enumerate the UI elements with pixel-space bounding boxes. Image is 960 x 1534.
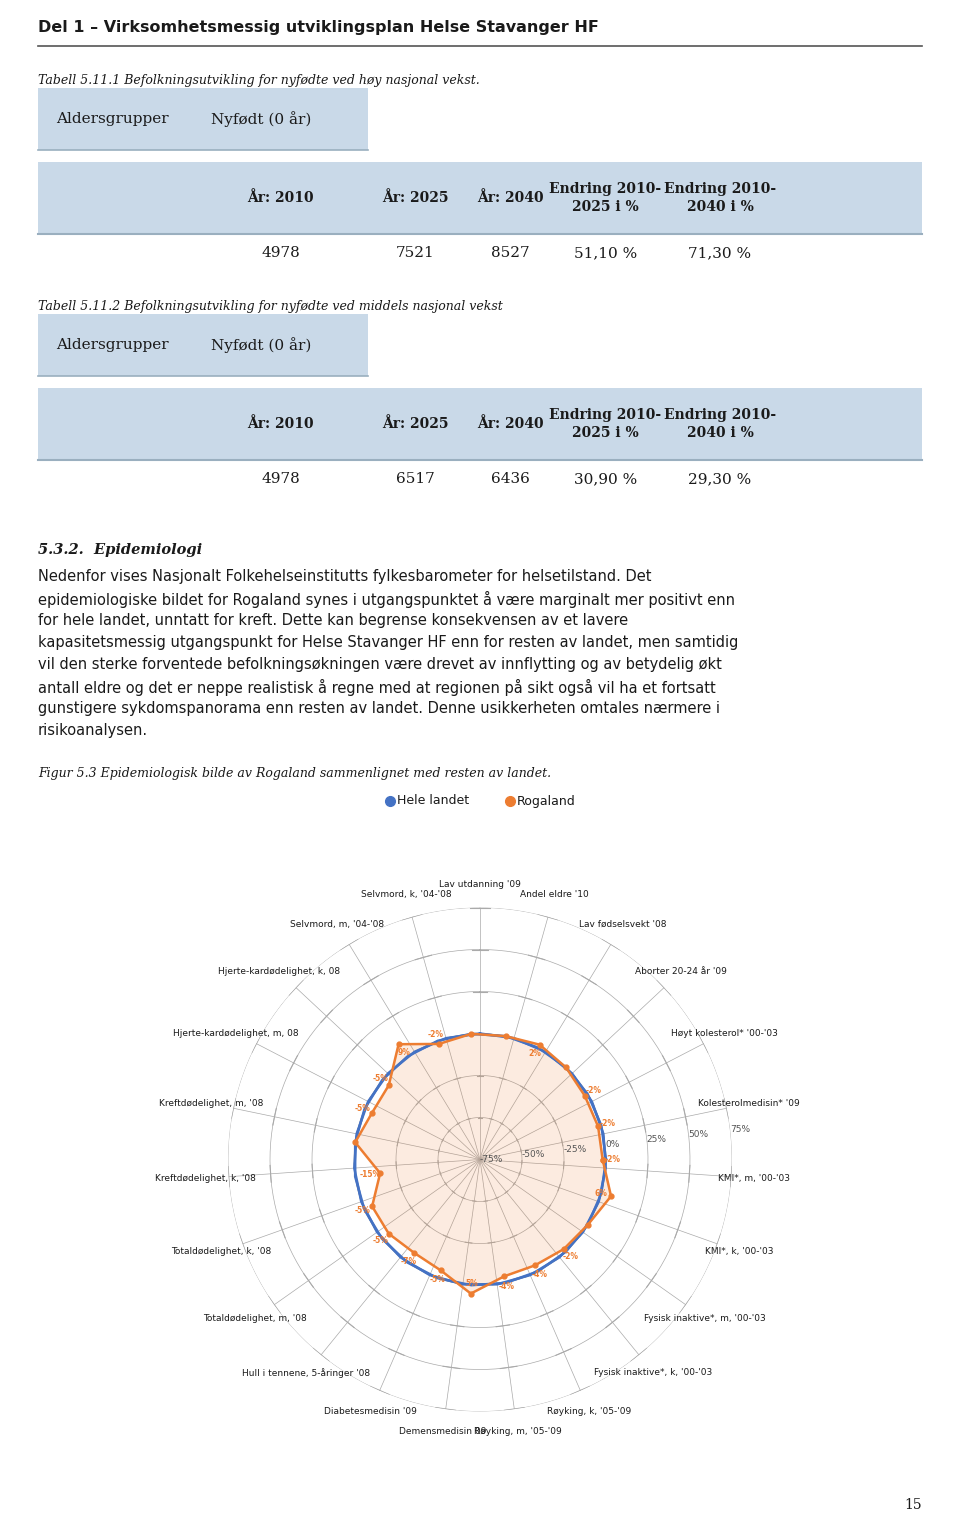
Text: 0%: 0% <box>605 1140 619 1149</box>
Text: -2%: -2% <box>586 1086 601 1095</box>
Text: 15: 15 <box>904 1499 922 1513</box>
Text: -7%: -7% <box>400 1256 417 1266</box>
Text: -5%: -5% <box>355 1104 371 1114</box>
Text: -5%: -5% <box>373 1235 389 1244</box>
Text: 7521: 7521 <box>396 245 435 259</box>
Text: Hele landet: Hele landet <box>397 795 469 807</box>
Text: 2%: 2% <box>528 1049 541 1058</box>
Text: 6517: 6517 <box>396 472 435 486</box>
Text: Endring 2010-
2025 i %: Endring 2010- 2025 i % <box>549 408 661 440</box>
Text: -5%: -5% <box>373 1074 389 1083</box>
Text: gunstigere sykdomspanorama enn resten av landet. Denne usikkerheten omtales nærm: gunstigere sykdomspanorama enn resten av… <box>38 701 720 716</box>
Bar <box>38 314 368 376</box>
Text: -2%: -2% <box>600 1120 615 1127</box>
Text: 25%: 25% <box>647 1135 667 1144</box>
Text: 8527: 8527 <box>492 245 530 259</box>
Text: Tabell 5.11.2 Befolkningsutvikling for nyfødte ved middels nasjonal vekst: Tabell 5.11.2 Befolkningsutvikling for n… <box>38 301 503 313</box>
Text: 4978: 4978 <box>261 472 300 486</box>
Text: Nyfødt (0 år): Nyfødt (0 år) <box>211 337 311 353</box>
Text: Figur 5.3 Epidemiologisk bilde av Rogaland sammenlignet med resten av landet.: Figur 5.3 Epidemiologisk bilde av Rogala… <box>38 767 551 779</box>
Bar <box>38 388 922 460</box>
Text: 71,30 %: 71,30 % <box>688 245 752 259</box>
Text: for hele landet, unntatt for kreft. Dette kan begrense konsekvensen av et lavere: for hele landet, unntatt for kreft. Dett… <box>38 614 628 627</box>
Text: -2%: -2% <box>427 1029 444 1039</box>
Text: -5%: -5% <box>355 1206 371 1215</box>
Text: -25%: -25% <box>564 1144 587 1154</box>
Text: Aldersgrupper: Aldersgrupper <box>56 112 169 126</box>
Text: 5%: 5% <box>466 1279 478 1289</box>
Text: epidemiologiske bildet for Rogaland synes i utgangspunktet å være marginalt mer : epidemiologiske bildet for Rogaland syne… <box>38 591 735 607</box>
Text: Rogaland: Rogaland <box>517 795 576 807</box>
Text: 50%: 50% <box>688 1131 708 1138</box>
Text: År: 2040: År: 2040 <box>477 192 543 206</box>
Text: 5.3.2.  Epidemiologi: 5.3.2. Epidemiologi <box>38 543 203 557</box>
Text: År: 2040: År: 2040 <box>477 417 543 431</box>
Text: vil den sterke forventede befolkningsøkningen være drevet av innflytting og av b: vil den sterke forventede befolkningsøkn… <box>38 657 722 672</box>
Text: Endring 2010-
2040 i %: Endring 2010- 2040 i % <box>664 183 776 213</box>
Text: År: 2010: År: 2010 <box>247 192 314 206</box>
Text: 51,10 %: 51,10 % <box>574 245 637 259</box>
Text: -15%: -15% <box>360 1170 381 1180</box>
Text: Endring 2010-
2040 i %: Endring 2010- 2040 i % <box>664 408 776 440</box>
Text: antall eldre og det er neppe realistisk å regne med at regionen på sikt også vil: antall eldre og det er neppe realistisk … <box>38 680 716 696</box>
Text: 6436: 6436 <box>492 472 530 486</box>
Text: 6%: 6% <box>595 1189 608 1198</box>
Text: -4%: -4% <box>532 1270 547 1279</box>
Text: 4978: 4978 <box>261 245 300 259</box>
Text: risikoanalysen.: risikoanalysen. <box>38 723 148 738</box>
Text: Tabell 5.11.1 Befolkningsutvikling for nyfødte ved høy nasjonal vekst.: Tabell 5.11.1 Befolkningsutvikling for n… <box>38 74 480 87</box>
Text: Endring 2010-
2025 i %: Endring 2010- 2025 i % <box>549 183 661 213</box>
Text: Aldersgrupper: Aldersgrupper <box>56 337 169 351</box>
Text: År: 2025: År: 2025 <box>382 192 448 206</box>
Text: Nyfødt (0 år): Nyfødt (0 år) <box>211 110 311 127</box>
Polygon shape <box>355 1034 611 1293</box>
Text: Nedenfor vises Nasjonalt Folkehelseinstitutts fylkesbarometer for helsetilstand.: Nedenfor vises Nasjonalt Folkehelseinsti… <box>38 569 652 584</box>
Text: -50%: -50% <box>521 1150 545 1160</box>
Text: -5%: -5% <box>429 1275 445 1284</box>
Bar <box>38 87 368 150</box>
Text: År: 2025: År: 2025 <box>382 417 448 431</box>
Bar <box>38 163 922 235</box>
Text: År: 2010: År: 2010 <box>247 417 314 431</box>
Text: -2%: -2% <box>563 1252 579 1261</box>
Text: 9%: 9% <box>398 1048 411 1057</box>
Text: -4%: -4% <box>498 1281 515 1290</box>
Text: kapasitetsmessig utgangspunkt for Helse Stavanger HF enn for resten av landet, m: kapasitetsmessig utgangspunkt for Helse … <box>38 635 738 650</box>
Text: -2%: -2% <box>605 1155 621 1164</box>
Text: 30,90 %: 30,90 % <box>574 472 637 486</box>
Text: 75%: 75% <box>731 1124 751 1134</box>
Text: Del 1 – Virksomhetsmessig utviklingsplan Helse Stavanger HF: Del 1 – Virksomhetsmessig utviklingsplan… <box>38 20 599 35</box>
Text: 29,30 %: 29,30 % <box>688 472 752 486</box>
Text: -75%: -75% <box>480 1155 503 1164</box>
